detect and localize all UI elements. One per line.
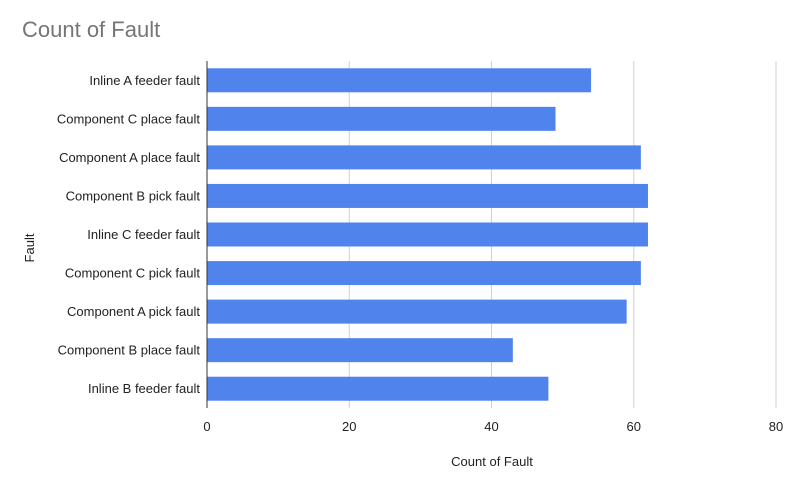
category-labels: Inline A feeder fault Component C place f… [57, 73, 200, 396]
x-tick-label: 20 [342, 419, 356, 434]
bar [207, 376, 549, 401]
x-axis-title: Count of Fault [451, 454, 533, 469]
category-label: Component A place fault [59, 150, 200, 165]
category-label: Component B place fault [58, 343, 201, 358]
y-axis-title: Fault [22, 233, 37, 262]
chart-title: Count of Fault [22, 17, 161, 42]
bars [207, 68, 648, 401]
bar [207, 222, 648, 247]
bar [207, 106, 556, 131]
category-label: Component C pick fault [65, 266, 201, 281]
x-tick-label: 0 [203, 419, 210, 434]
x-tick-labels: 0 20 40 60 80 [203, 419, 783, 434]
category-label: Component B pick fault [66, 188, 201, 203]
bar [207, 338, 513, 363]
bar [207, 68, 592, 93]
bar [207, 183, 648, 208]
category-label: Inline B feeder fault [88, 381, 200, 396]
x-tick-label: 80 [769, 419, 783, 434]
category-label: Inline A feeder fault [89, 73, 200, 88]
bar [207, 145, 641, 170]
x-tick-label: 60 [627, 419, 641, 434]
category-label: Component A pick fault [67, 304, 200, 319]
bar [207, 261, 641, 286]
category-label: Component C place fault [57, 111, 200, 126]
category-label: Inline C feeder fault [87, 227, 200, 242]
x-tick-label: 40 [484, 419, 498, 434]
bar [207, 299, 627, 324]
